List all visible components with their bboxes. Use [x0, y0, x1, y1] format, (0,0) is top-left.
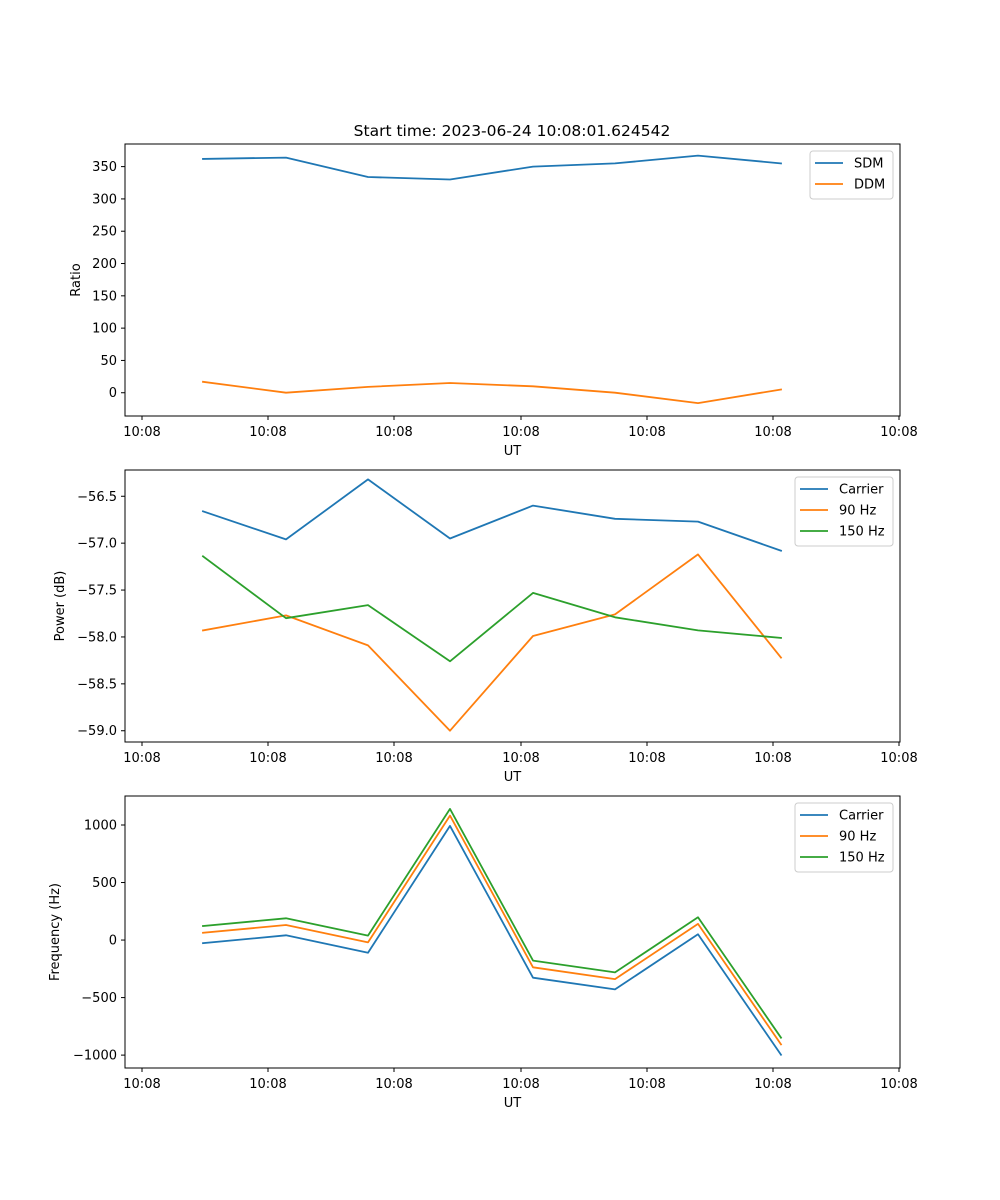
x-tick-label: 10:08: [880, 751, 917, 766]
legend-label: SDM: [854, 157, 883, 172]
series-line-sdm: [202, 154, 782, 181]
legend-label: 90 Hz: [839, 504, 876, 519]
chart-panel-2: −59.0 −58.5 −58.0 −57.5 −57.0 −56.5 10:08 10:08…: [53, 469, 918, 785]
x-tick-label: 10:08: [123, 1077, 160, 1092]
plot-frame: [124, 143, 901, 417]
x-tick-label: 10:08: [880, 425, 917, 440]
y-tick-label: 300: [92, 192, 117, 207]
y-tick-label: −56.5: [77, 490, 117, 505]
x-tick-label: 10:08: [249, 1077, 286, 1092]
series-line-90-hz: [202, 814, 783, 1046]
chart-panel-1: 0 50 100 150 200 250 300 350 10:08 10:08 10:08 10:0…: [69, 143, 918, 459]
x-tick-label: 10:08: [123, 425, 160, 440]
legend-label: Carrier: [839, 809, 884, 824]
x-axis-label: UT: [504, 444, 522, 459]
series-line-carrier: [202, 825, 783, 1057]
y-tick-label: −58.5: [77, 677, 117, 692]
y-tick-label: −500: [81, 991, 117, 1006]
legend: Carrier 90 Hz 150 Hz: [794, 476, 894, 547]
legend: SDM DDM: [809, 150, 894, 200]
y-tick-label: 0: [109, 934, 117, 949]
y-tick-label: 350: [92, 160, 117, 175]
chart-panel-3: −1000 −500 0 500 1000 10:08 10:08 10:08 10:08 10:…: [48, 795, 918, 1111]
legend-frame: [794, 802, 894, 873]
y-tick-label: 1000: [84, 818, 117, 833]
x-tick-label: 10:08: [249, 425, 286, 440]
y-axis-label: Ratio: [69, 263, 84, 296]
legend-frame: [794, 476, 894, 547]
x-tick-label: 10:08: [880, 1077, 917, 1092]
x-axis-label: UT: [504, 1096, 522, 1111]
x-tick-label: 10:08: [628, 1077, 665, 1092]
y-tick-label: −58.0: [77, 630, 117, 645]
y-tick-label: 250: [92, 225, 117, 240]
x-tick-label: 10:08: [754, 751, 791, 766]
x-tick-label: 10:08: [628, 425, 665, 440]
x-tick-label: 10:08: [502, 1077, 539, 1092]
series-line-150-hz: [202, 808, 783, 1039]
legend-label: 90 Hz: [839, 830, 876, 845]
legend-label: 150 Hz: [839, 851, 885, 866]
x-tick-label: 10:08: [502, 751, 539, 766]
plot-frame: [124, 795, 901, 1069]
y-tick-label: −57.0: [77, 537, 117, 552]
x-tick-label: 10:08: [375, 1077, 412, 1092]
x-tick-label: 10:08: [375, 751, 412, 766]
y-tick-label: 0: [109, 386, 117, 401]
y-tick-label: 100: [92, 322, 117, 337]
figure-title: Start time: 2023-06-24 10:08:01.624542: [354, 122, 671, 140]
legend-label: DDM: [854, 178, 885, 193]
y-tick-label: 50: [100, 354, 117, 369]
series-line-150-hz: [201, 555, 782, 663]
x-tick-label: 10:08: [754, 425, 791, 440]
plot-frame: [124, 469, 901, 743]
x-tick-label: 10:08: [249, 751, 286, 766]
y-tick-label: −1000: [73, 1049, 117, 1064]
legend-label: Carrier: [839, 483, 884, 498]
y-tick-label: −57.5: [77, 584, 117, 599]
series-line-90-hz: [201, 553, 783, 732]
series-line-carrier: [201, 478, 783, 552]
y-axis-label: Frequency (Hz): [48, 883, 63, 981]
legend-label: 150 Hz: [839, 525, 885, 540]
x-tick-label: 10:08: [628, 751, 665, 766]
x-tick-label: 10:08: [375, 425, 412, 440]
x-tick-label: 10:08: [123, 751, 160, 766]
y-tick-label: 200: [92, 257, 117, 272]
y-tick-label: 150: [92, 289, 117, 304]
x-tick-label: 10:08: [502, 425, 539, 440]
x-tick-label: 10:08: [754, 1077, 791, 1092]
y-axis-label: Power (dB): [53, 571, 68, 642]
x-axis-label: UT: [504, 770, 522, 785]
y-tick-label: −59.0: [77, 724, 117, 739]
legend: Carrier 90 Hz 150 Hz: [794, 802, 894, 873]
series-line-ddm: [201, 380, 783, 405]
y-tick-label: 500: [92, 876, 117, 891]
